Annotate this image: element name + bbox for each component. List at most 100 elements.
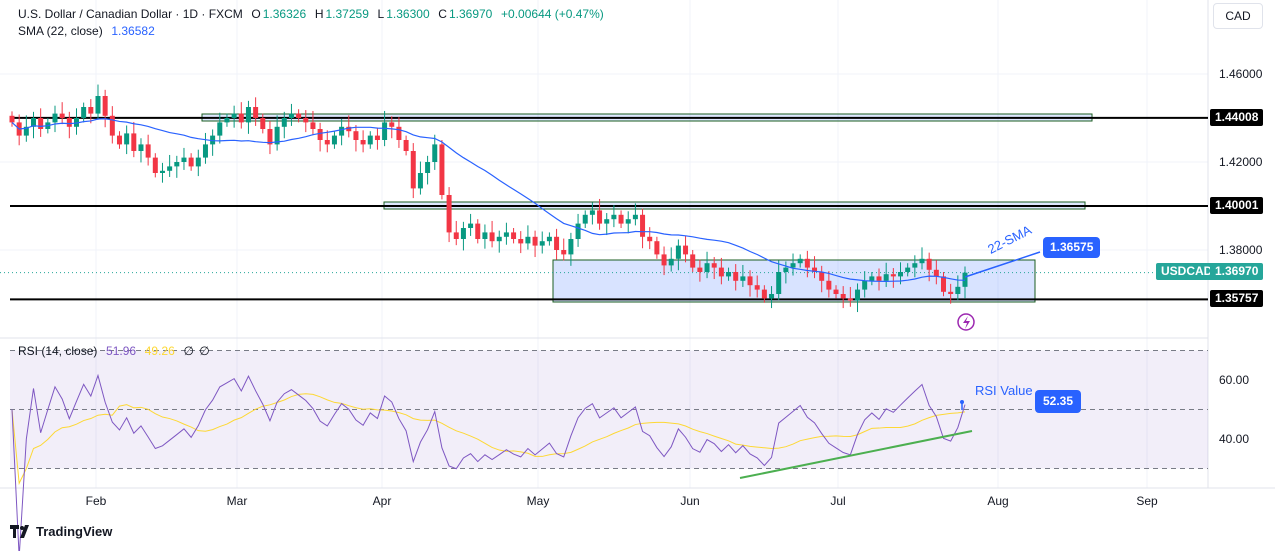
candle-body [145,144,151,158]
candle-body [711,263,717,268]
candle-body [582,214,588,224]
rsi-ma-value: 49.26 [144,344,175,358]
sma-legend[interactable]: SMA (22, close) 1.36582 [18,24,157,38]
candle [847,286,853,307]
candle [611,205,617,228]
candle-body [819,272,825,281]
candle [66,111,72,139]
candle [783,261,789,284]
candle-body [697,267,703,272]
candle [675,239,681,271]
candle [181,147,187,170]
candle [546,232,552,246]
candle [647,227,653,250]
candle [468,213,474,236]
candle-body [310,122,316,129]
price-tick-label: 1.42000 [1219,155,1263,169]
candle [654,236,660,259]
candle-body [611,214,617,220]
level-tag-2: 1.40001 [1210,197,1264,214]
open-value: 1.36326 [262,7,307,21]
candle [582,210,588,228]
candle-body [783,267,789,272]
candle-body [546,236,552,242]
candle-body [754,285,760,290]
candle [288,103,294,126]
candle [518,231,524,254]
rsi-legend[interactable]: RSI (14, close) 51.96 49.26 ∅ ∅ [18,344,212,358]
rsi-tick-label: 40.00 [1219,432,1249,446]
price-tick-label: 1.38000 [1219,243,1263,257]
candle-body [840,294,846,299]
candle-body [181,157,187,162]
time-tick-label: Jul [830,494,845,508]
candle-body [260,118,266,129]
change-value: +0.00644 (+0.47%) [501,7,604,21]
time-tick-label: Mar [227,494,248,508]
candle [245,100,251,134]
candle-body [747,276,753,286]
sma-annotation-line [964,251,1041,278]
candle [568,232,574,266]
candle-body [167,166,173,171]
sma-price-label[interactable]: 1.36575 [1043,237,1101,258]
candle [539,231,545,254]
candle [460,221,466,251]
candle-body [919,258,925,264]
candle-body [59,113,65,118]
candle-body [575,223,581,239]
candle-body [640,214,646,237]
candle [446,187,452,243]
candle-body [403,140,409,151]
candle-body [353,131,359,140]
candle [496,230,502,253]
candle-body [425,162,431,173]
candle-body [690,254,696,268]
candle [661,246,667,276]
candle-body [740,276,746,281]
time-tick-label: Jun [680,494,699,508]
candle [16,114,22,146]
rsi-annotation-text[interactable]: RSI Value [975,383,1033,398]
candle [575,213,581,247]
candle [202,132,208,164]
level-tag-3: 1.35757 [1210,290,1264,307]
candle [869,272,875,286]
candle [840,286,846,309]
candle [224,113,230,127]
level-tag-1: 1.44008 [1210,109,1264,126]
candle-body [704,263,710,272]
candle [912,255,918,278]
candle [425,155,431,185]
candle [855,283,861,313]
candle-body [88,107,94,114]
candle [260,113,266,134]
candle-body [159,170,165,173]
price-tick-label: 1.46000 [1219,67,1263,81]
candle-body [618,214,624,224]
candle [503,222,509,245]
candle [876,268,882,291]
tradingview-logo[interactable]: TradingView [10,524,112,539]
candle [625,211,631,234]
candle [690,250,696,272]
candle [482,224,488,249]
candle [453,220,459,246]
candle-body [152,157,158,173]
candle-body [439,144,445,195]
candle-body [761,289,767,299]
candle [683,235,689,263]
currency-button[interactable]: CAD [1213,3,1263,29]
rsi-ma-line [11,393,966,486]
candle-body [339,126,345,136]
candle-body [274,126,280,145]
rsi-value-label[interactable]: 52.35 [1035,390,1082,413]
candle-body [804,258,810,268]
candle [726,267,732,281]
candle-body [826,280,832,290]
candle [210,129,216,156]
candle-body [876,276,882,281]
candle [532,230,538,258]
candle [740,264,746,287]
